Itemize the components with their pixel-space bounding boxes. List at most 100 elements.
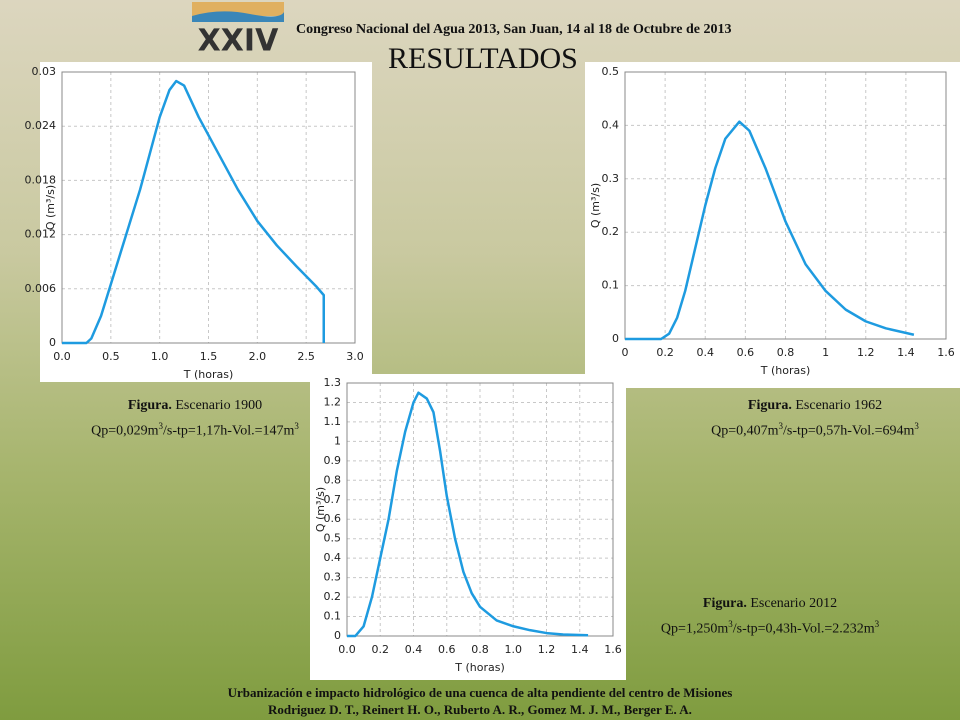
caption-part: 3: [294, 421, 299, 431]
y-tick-label: 0.7: [324, 493, 342, 506]
x-tick-label: 2.5: [297, 350, 315, 363]
x-tick-label: 1.6: [604, 643, 622, 656]
y-tick-label: 0.4: [602, 118, 620, 131]
logo-text: XXIV: [198, 24, 279, 59]
caption-part: 3: [874, 619, 880, 629]
x-axis-label: T (horas): [183, 368, 234, 381]
caption-label: Figura.: [702, 596, 747, 611]
x-tick-label: 1: [822, 346, 829, 359]
x-tick-label: 1.2: [857, 346, 875, 359]
x-tick-label: 1.5: [200, 350, 218, 363]
x-tick-label: 0.6: [438, 643, 456, 656]
x-tick-label: 0.8: [471, 643, 489, 656]
caption-part: Qp=1,250m: [660, 621, 729, 637]
x-tick-label: 2.0: [249, 350, 267, 363]
data-line: [347, 391, 589, 638]
caption: Figura. Escenario 1900 Qp=0,029m3/s-tp=1,…: [45, 396, 345, 442]
plot-frame: [61, 71, 356, 344]
caption-part: /s-tp=0,57h-Vol.=694m: [782, 423, 915, 439]
x-tick-label: 0.2: [656, 346, 674, 359]
y-tick-label: 0.006: [25, 282, 57, 295]
x-tick-label: 0.4: [697, 346, 715, 359]
caption-stats: Qp=0,407m3/s-tp=0,57h-Vol.=694m3: [665, 416, 960, 442]
y-tick-label: 0: [334, 629, 341, 642]
y-tick-label: 1.3: [324, 376, 342, 389]
x-tick-label: 0.8: [777, 346, 795, 359]
y-tick-label: 1.2: [324, 395, 342, 408]
y-tick-label: 0.3: [324, 571, 342, 584]
x-tick-label: 1.6: [937, 346, 955, 359]
y-tick-label: 0.9: [324, 454, 342, 467]
x-tick-label: 1.4: [897, 346, 915, 359]
x-tick-label: 3.0: [346, 350, 364, 363]
y-tick-label: 0.2: [602, 225, 620, 238]
y-tick-label: 0.4: [324, 551, 342, 564]
caption-part: /s-tp=0,43h-Vol.=2.232m: [732, 621, 875, 637]
x-axis-label: T (horas): [760, 364, 811, 377]
data-line: [625, 120, 915, 341]
y-tick-label: 0.03: [32, 65, 57, 78]
caption-title: Figura. Escenario 1962: [665, 396, 960, 416]
caption-part: 3: [728, 619, 733, 629]
logo-wave: [192, 11, 284, 22]
plot-frame: [346, 382, 614, 637]
y-axis-label: Q (m³/s): [589, 183, 602, 228]
caption-part: /s-tp=1,17h-Vol.=147m: [162, 423, 295, 439]
data-line: [62, 79, 325, 345]
y-tick-label: 0.5: [324, 532, 342, 545]
x-tick-label: 1.2: [538, 643, 556, 656]
y-tick-label: 0.1: [602, 279, 620, 292]
y-tick-label: 0.012: [25, 228, 57, 241]
y-tick-label: 0.018: [25, 173, 57, 186]
y-axis-label: Q (m³/s): [314, 487, 327, 532]
chart-background: [40, 62, 372, 382]
slide-title: RESULTADOS: [388, 42, 578, 75]
chart-background: [585, 62, 960, 388]
caption-part: 3: [158, 421, 163, 431]
caption-part: 3: [914, 421, 919, 431]
caption-stats: Qp=0,029m3/s-tp=1,17h-Vol.=147m3: [45, 416, 345, 442]
caption-part: 3: [778, 421, 783, 431]
y-tick-label: 0.3: [602, 172, 620, 185]
footer-line: Rodriguez D. T., Reinert H. O., Ruberto …: [268, 702, 692, 717]
caption-title: Figura. Escenario 1900: [45, 396, 345, 416]
congress: Congreso Nacional del Agua 2013, San Jua…: [296, 22, 732, 37]
y-tick-label: 0.5: [602, 65, 620, 78]
y-tick-label: 1: [334, 434, 341, 447]
x-tick-label: 0.5: [102, 350, 120, 363]
x-tick-label: 0.0: [53, 350, 71, 363]
x-tick-label: 0.4: [405, 643, 423, 656]
x-tick-label: 1.0: [151, 350, 169, 363]
caption-scenario: Escenario 1962: [795, 398, 883, 413]
caption-label: Figura.: [747, 398, 792, 413]
caption-part: Qp=0,407m: [711, 423, 779, 439]
footer-line: Urbanización e impacto hidrológico de un…: [227, 685, 733, 700]
x-tick-label: 0.0: [338, 643, 356, 656]
caption-title: Figura. Escenario 2012: [620, 594, 920, 614]
caption-label: Figura.: [127, 398, 172, 413]
x-tick-label: 1.4: [571, 643, 589, 656]
x-tick-label: 0.6: [737, 346, 755, 359]
caption: Figura. Escenario 1962 Qp=0,407m3/s-tp=0,…: [665, 396, 960, 442]
x-axis-label: T (horas): [454, 661, 505, 674]
y-tick-label: 0.6: [324, 512, 342, 525]
logo: XXIV: [192, 2, 284, 59]
y-tick-label: 0: [49, 336, 56, 349]
x-tick-label: 0: [622, 346, 629, 359]
caption-part: Qp=0,029m: [91, 423, 159, 439]
x-tick-label: 1.0: [505, 643, 523, 656]
y-tick-label: 0.1: [324, 610, 342, 623]
plot-frame: [624, 71, 947, 340]
y-axis-label: Q (m³/s): [44, 185, 57, 230]
caption-scenario: Escenario 1900: [175, 398, 263, 413]
caption-scenario: Escenario 2012: [750, 596, 838, 611]
x-tick-label: 0.2: [372, 643, 390, 656]
y-tick-label: 0.8: [324, 473, 342, 486]
caption: Figura. Escenario 2012 Qp=1,250m3/s-tp=0,…: [620, 594, 920, 640]
y-tick-label: 0: [612, 332, 619, 345]
caption-stats: Qp=1,250m3/s-tp=0,43h-Vol.=2.232m3: [620, 614, 920, 640]
y-tick-label: 0.2: [324, 590, 342, 603]
y-tick-label: 1.1: [324, 415, 342, 428]
